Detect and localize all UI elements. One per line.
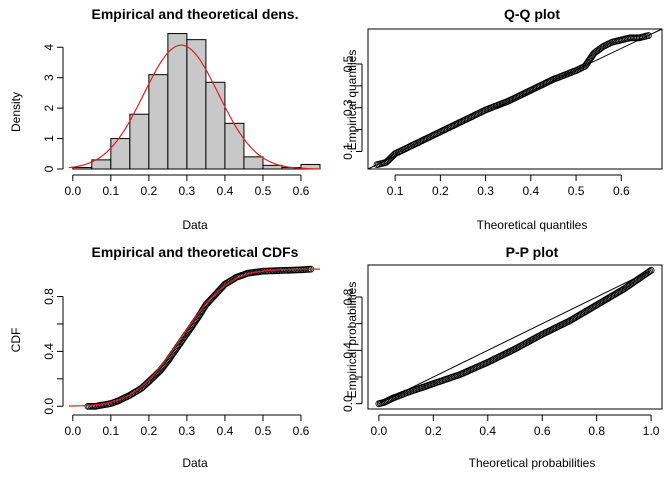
qq-marks: 0.1 0.2 0.3 0.4 0.5 0.6 0.1 0.3 0.5	[341, 28, 663, 198]
x-tick-label: 0.4	[522, 184, 539, 198]
density-xlabel: Data	[182, 218, 208, 232]
plot-frame	[367, 264, 663, 410]
x-tick-label: 0.4	[217, 184, 234, 198]
histogram-bar	[205, 81, 226, 170]
x-tick-label: 0.6	[534, 424, 551, 438]
data-point	[141, 381, 149, 389]
histogram-bar	[148, 74, 169, 170]
x-tick-label: 0.2	[432, 184, 449, 198]
x-tick-label: 0.6	[613, 184, 630, 198]
density-marks: 0.0 0.1 0.2 0.3 0.4 0.5 0.6 0 1 2 3 4	[42, 33, 321, 198]
x-tick-label: 0.2	[425, 424, 442, 438]
density-ylabel: Density	[9, 92, 23, 132]
histogram-bar	[110, 138, 131, 170]
x-tick-label: 0.0	[371, 424, 388, 438]
x-tick-label: 0.0	[64, 184, 81, 198]
density-curve	[68, 44, 320, 170]
cdf-marks: 0.0 0.1 0.2 0.3 0.4 0.5 0.6 0.0 0.4 0.8	[42, 265, 320, 438]
data-point	[393, 149, 401, 157]
x-tick-label: 0.4	[479, 424, 496, 438]
y-tick-label: 0.0	[341, 395, 355, 412]
pp-xlabel: Theoretical probabilities	[469, 456, 596, 470]
y-tick-label: 0.5	[341, 55, 355, 72]
plot-frame	[367, 28, 663, 170]
data-point	[140, 382, 148, 390]
y-tick-label: 0.8	[42, 288, 56, 305]
histogram-bar	[224, 122, 245, 170]
data-point	[607, 39, 615, 47]
x-tick-label: 0.6	[293, 424, 310, 438]
x-tick-label: 0.1	[387, 184, 404, 198]
histogram-bar	[72, 166, 93, 170]
qq-panel: Q-Q plot Theoretical quantiles Empirical…	[341, 6, 663, 232]
x-tick-label: 0.3	[179, 424, 196, 438]
x-tick-label: 0.3	[477, 184, 494, 198]
x-tick-label: 0.1	[102, 424, 119, 438]
histogram-bar	[167, 33, 188, 170]
y-tick-label: 3	[42, 74, 56, 81]
x-tick-label: 0.2	[141, 184, 158, 198]
x-tick-label: 0.4	[217, 424, 234, 438]
y-tick-label: 0	[42, 165, 56, 172]
y-tick-label: 0.1	[341, 143, 355, 160]
y-tick-label: 0.3	[341, 99, 355, 116]
y-tick-label: 0.4	[42, 343, 56, 360]
histogram-bar	[243, 156, 264, 170]
x-tick-label: 0.2	[141, 424, 158, 438]
data-point	[647, 266, 655, 274]
x-tick-label: 0.6	[293, 184, 310, 198]
y-tick-label: 1	[42, 135, 56, 142]
data-point	[272, 267, 280, 275]
density-panel: Empirical and theoretical dens. Data Den…	[9, 6, 321, 232]
data-point	[646, 267, 654, 275]
pp-marks: 0.0 0.2 0.4 0.6 0.8 1.0 0.0 0.4 0.8	[341, 264, 663, 438]
y-tick-label: 0.0	[42, 398, 56, 415]
density-title: Empirical and theoretical dens.	[92, 6, 299, 22]
qq-xlabel: Theoretical quantiles	[477, 218, 588, 232]
data-point	[480, 107, 488, 114]
x-tick-label: 0.5	[568, 184, 585, 198]
theoretical-cdf-curve	[68, 268, 320, 407]
pp-ylabel: Empirical probabilities	[345, 282, 359, 399]
cdf-title: Empirical and theoretical CDFs	[92, 244, 299, 260]
pp-panel: P-P plot Theoretical probabilities Empir…	[341, 244, 663, 470]
cdf-ylabel: CDF	[9, 328, 23, 353]
x-tick-label: 0.8	[588, 424, 605, 438]
cdf-panel: Empirical and theoretical CDFs Data CDF …	[9, 244, 320, 470]
histogram-bar	[186, 39, 207, 170]
x-tick-label: 0.5	[255, 184, 272, 198]
data-point	[645, 32, 652, 39]
qq-title: Q-Q plot	[504, 6, 560, 22]
histogram-bar	[129, 113, 150, 170]
y-tick-label: 4	[42, 44, 56, 51]
x-tick-label: 0.5	[255, 424, 272, 438]
cdf-xlabel: Data	[182, 456, 208, 470]
qq-ylabel: Empirical quantiles	[345, 50, 359, 151]
x-tick-label: 0.3	[179, 184, 196, 198]
y-tick-label: 0.8	[341, 288, 355, 305]
x-tick-label: 0.0	[64, 424, 81, 438]
y-tick-label: 0.4	[341, 342, 355, 359]
reference-line	[378, 269, 652, 405]
x-tick-label: 0.1	[102, 184, 119, 198]
x-tick-label: 1.0	[643, 424, 660, 438]
y-tick-label: 2	[42, 104, 56, 111]
data-point	[291, 266, 299, 274]
histogram-bar	[262, 164, 283, 170]
pp-title: P-P plot	[506, 244, 559, 260]
data-point	[548, 76, 556, 84]
